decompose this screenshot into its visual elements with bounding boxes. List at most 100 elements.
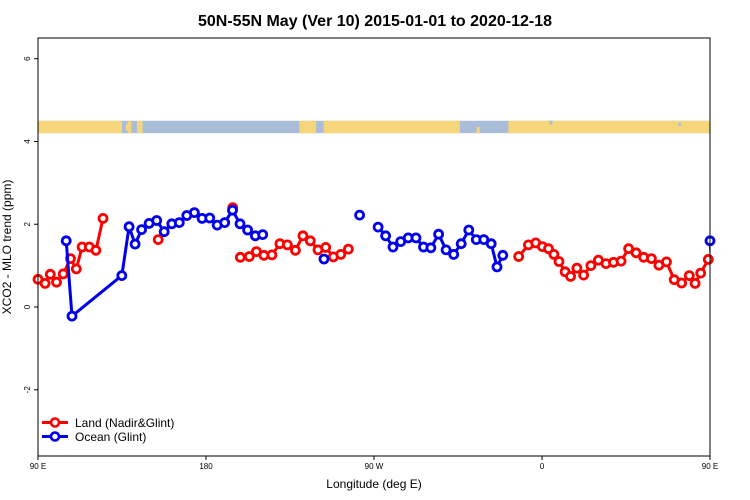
series-1-point-24 <box>387 241 399 253</box>
series-0-point-10 <box>97 212 109 224</box>
series-1-point-38 <box>491 261 503 273</box>
series-1-point-30 <box>433 228 445 240</box>
x-tick-label-1: 180 <box>199 462 213 471</box>
plot-area <box>32 202 716 322</box>
series-0-point-19 <box>297 230 309 242</box>
series-1-point-14 <box>204 212 216 224</box>
series-0-point-3 <box>51 276 62 288</box>
series-1-point-32 <box>448 248 460 260</box>
x-tick-label-0: 90 E <box>30 462 46 471</box>
y-tick-label-4: 6 <box>23 56 32 61</box>
series-0-point-6 <box>70 263 82 275</box>
series-1-point-21 <box>257 229 269 241</box>
legend-ocean-label: Ocean (Glint) <box>75 430 146 444</box>
series-1-point-18 <box>234 218 246 230</box>
y-tick-label-1: 0 <box>23 304 32 309</box>
series-0-point-49 <box>676 277 687 289</box>
series-1-point-23 <box>380 230 392 242</box>
series-0-point-31 <box>548 248 560 260</box>
y-tick-label-0: -2 <box>23 386 32 394</box>
series-0-point-11 <box>234 251 246 263</box>
series-0-point-20 <box>304 235 316 247</box>
legend: Land (Nadir&Glint) Ocean (Glint) <box>42 416 174 444</box>
series-0-point-24 <box>335 248 347 260</box>
series-1-point-17 <box>227 204 238 216</box>
series-1-point-31 <box>440 244 452 256</box>
series-0-point-51 <box>689 277 701 289</box>
series-0-point-35 <box>571 262 583 274</box>
series-0-point-22 <box>320 241 332 253</box>
strip-land-1 <box>127 120 132 134</box>
chart-title: 50N-55N May (Ver 10) 2015-01-01 to 2020-… <box>198 13 552 30</box>
series-1-point-12 <box>188 207 200 219</box>
y-axis-label: XCO2 - MLO trend (ppm) <box>0 180 14 315</box>
y-tick-label-3: 4 <box>23 139 32 144</box>
series-1-point-1 <box>66 310 78 322</box>
series-0-point-34 <box>565 270 576 282</box>
series-0-point-17 <box>281 239 293 251</box>
series-0-point-41 <box>615 255 627 267</box>
series-0-point-59 <box>152 234 164 246</box>
series-1-point-2 <box>116 270 128 282</box>
series-1-point-52 <box>354 209 366 221</box>
strip-speck-0 <box>125 124 129 131</box>
series-1-point-22 <box>372 221 384 233</box>
series-0-point-1 <box>39 277 51 289</box>
series-0-point-36 <box>578 269 589 281</box>
series-0-point-15 <box>266 249 278 261</box>
series-1-point-7 <box>151 215 163 226</box>
strip-land-2 <box>136 120 143 134</box>
series-0-point-9 <box>90 244 102 256</box>
series-1-point-5 <box>136 224 148 236</box>
series-1-point-4 <box>129 238 141 250</box>
series-1-point-3 <box>123 221 135 233</box>
series-1-line-0 <box>64 208 263 318</box>
strip-speck-4 <box>476 126 480 134</box>
series-1-point-34 <box>463 224 475 236</box>
series-0-point-50 <box>683 270 695 282</box>
series-0-point-53 <box>702 253 714 265</box>
series-0-point-43 <box>630 247 642 259</box>
series-1-point-51 <box>318 253 330 265</box>
series-1-point-37 <box>485 238 497 250</box>
strip-speck-6 <box>667 129 671 134</box>
series-0-point-12 <box>243 251 255 262</box>
series-1-line-2 <box>708 240 710 261</box>
series-0-point-32 <box>553 256 565 267</box>
strip-speck-3 <box>467 122 471 126</box>
x-axis: 90 E 180 90 W 0 90 E <box>30 456 718 471</box>
strip-land-5 <box>508 120 710 134</box>
land-ocean-strip <box>38 120 710 134</box>
series-1-point-19 <box>242 224 254 236</box>
y-axis: -2 0 2 4 6 <box>23 56 38 393</box>
x-tick-label-2: 90 W <box>365 462 384 471</box>
series-0-point-26 <box>513 251 525 262</box>
series-1-point-8 <box>158 226 170 238</box>
legend-land-marker <box>49 417 61 428</box>
series-1-point-39 <box>497 249 509 261</box>
series-1-point-0 <box>60 235 72 247</box>
strip-speck-7 <box>678 123 682 126</box>
strip-land-4 <box>323 120 460 134</box>
series-1-point-29 <box>425 242 437 254</box>
legend-land-label: Land (Nadir&Glint) <box>75 416 174 430</box>
series-0-point-45 <box>646 253 657 265</box>
series-0-point-2 <box>44 268 56 280</box>
series-1-point-27 <box>410 232 422 244</box>
series-0-point-52 <box>695 267 707 279</box>
strip-land-3 <box>299 120 317 134</box>
strip-land-0 <box>38 120 122 134</box>
strip-speck-1 <box>133 123 137 127</box>
x-tick-label-4: 90 E <box>702 462 718 471</box>
series-1-point-10 <box>173 217 185 229</box>
x-tick-label-3: 0 <box>540 462 545 471</box>
y-tick-label-2: 2 <box>23 221 32 226</box>
legend-ocean-marker <box>49 431 61 442</box>
series-1-point-33 <box>455 238 467 250</box>
series-0-point-18 <box>289 244 301 256</box>
series-0-point-4 <box>57 268 69 280</box>
x-axis-label: Longitude (deg E) <box>326 477 421 491</box>
series-0-point-25 <box>342 243 354 255</box>
series-0-point-47 <box>661 256 672 268</box>
